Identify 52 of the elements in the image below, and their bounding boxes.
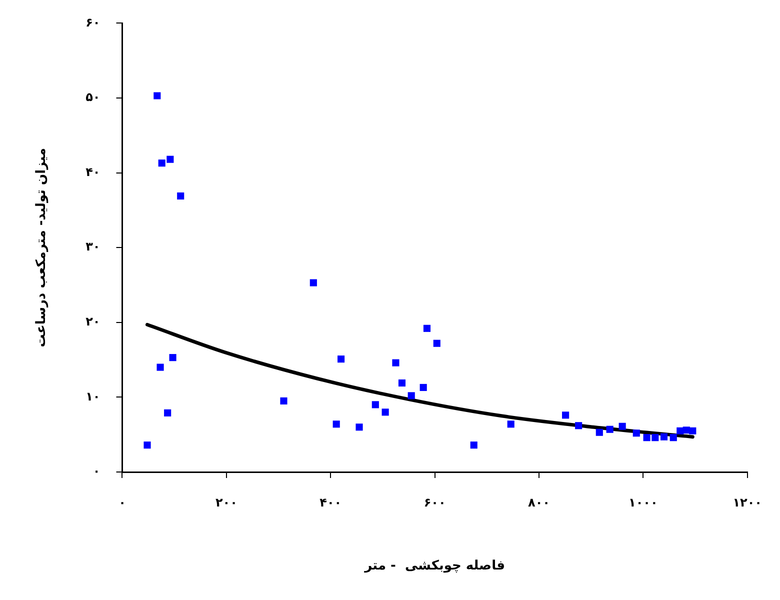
- x-tick-label: ۲۰۰: [215, 495, 238, 510]
- point: [158, 160, 166, 167]
- point: [156, 364, 164, 371]
- y-tick-label: ۶۰: [86, 15, 100, 30]
- point: [280, 397, 288, 404]
- point: [433, 340, 440, 347]
- point: [575, 422, 582, 430]
- point: [596, 428, 603, 436]
- point: [632, 430, 640, 437]
- x-axis-title: فاصله چوبکشی - متر: [364, 558, 506, 574]
- point: [144, 442, 151, 449]
- point: [670, 434, 677, 442]
- point: [154, 92, 161, 100]
- line-series: [146, 322, 694, 439]
- point: [164, 409, 172, 416]
- point: [423, 324, 431, 332]
- point: [562, 412, 570, 419]
- point: [382, 408, 389, 416]
- point: [643, 434, 650, 442]
- y-tick-label: ۲۰: [86, 314, 100, 329]
- point: [332, 420, 340, 428]
- x-tick-label: ۶۰۰: [424, 495, 446, 510]
- point: [420, 384, 427, 392]
- point: [470, 442, 478, 449]
- point: [372, 401, 379, 408]
- y-tick-label: ۰: [92, 464, 100, 478]
- x-tick-label: ۸۰۰: [528, 495, 550, 510]
- point: [310, 279, 317, 286]
- point: [392, 359, 400, 366]
- point: [606, 426, 614, 433]
- x-tick-label: ۱۲۰۰: [732, 495, 762, 510]
- x-tick-label: ۰: [118, 495, 126, 510]
- y-axis-title: میزان تولید- مترمکعب درساعت: [34, 148, 50, 348]
- point: [652, 434, 659, 442]
- point: [660, 433, 668, 440]
- y-tick-label: ۳۰: [86, 240, 100, 254]
- point: [177, 192, 184, 200]
- point: [507, 420, 514, 428]
- x-tick-label: ۴۰۰: [320, 495, 342, 510]
- point: [408, 392, 415, 400]
- y-tick-label: ۴۰: [86, 164, 100, 179]
- point: [166, 156, 174, 163]
- y-tick-label: ۵۰: [86, 90, 100, 104]
- point: [356, 424, 363, 431]
- y-tick-label: ۱۰: [86, 389, 100, 404]
- x-tick-label: ۱۰۰۰: [628, 495, 658, 510]
- point: [338, 356, 345, 363]
- point: [398, 379, 406, 387]
- point: [676, 427, 684, 434]
- point: [169, 354, 176, 362]
- point: [689, 427, 696, 434]
- point: [618, 422, 626, 430]
